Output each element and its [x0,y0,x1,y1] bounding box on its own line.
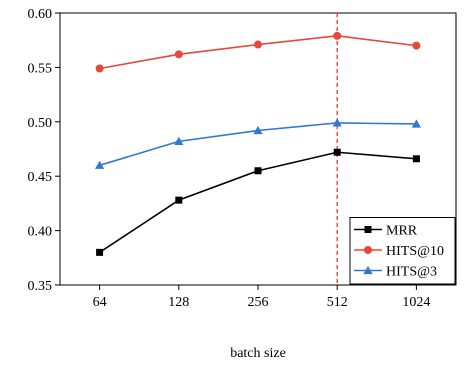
y-tick-label: 0.60 [28,7,53,22]
y-tick-label: 0.45 [28,170,53,185]
legend: MRR HITS@10 HITS@3 [349,217,456,285]
x-axis-title: batch size [230,346,286,361]
data-point-hits-10 [333,31,342,40]
x-tick-label: 64 [93,295,107,310]
data-point-hits-10 [174,50,183,59]
data-point-hits-3 [253,125,263,135]
legend-item: MRR [354,224,418,239]
data-point-hits-3 [411,119,421,128]
x-tick-label: 256 [248,295,269,310]
x-tick-label: 512 [327,295,348,310]
data-point-mrr [96,248,104,256]
data-point-mrr [412,155,420,163]
data-point-hits-10 [254,40,262,49]
legend-label: MRR [386,224,418,239]
y-tick-label: 0.35 [28,279,53,294]
series-mrr [96,148,420,256]
legend-marker [364,246,372,254]
data-point-hits-3 [95,160,105,169]
y-tick-label: 0.55 [28,61,53,76]
x-tick-label: 1024 [402,295,430,310]
x-tick-label: 128 [168,295,189,310]
data-point-mrr [175,196,183,204]
y-tick-label: 0.50 [28,116,53,131]
legend-label: HITS@10 [386,244,444,259]
legend-marker [364,226,372,233]
legend-label: HITS@3 [386,265,437,280]
series-hits-10 [95,31,421,73]
legend-marker [363,265,373,275]
data-point-hits-10 [412,41,421,50]
data-point-hits-3 [174,136,184,145]
data-point-hits-3 [332,118,342,127]
data-point-hits-10 [95,64,104,73]
y-tick-label: 0.40 [28,225,53,240]
legend-item: HITS@3 [354,265,437,280]
data-point-mrr [333,148,341,156]
series-hits-3 [95,118,421,169]
legend-item: HITS@10 [354,244,444,259]
data-point-mrr [254,167,262,175]
